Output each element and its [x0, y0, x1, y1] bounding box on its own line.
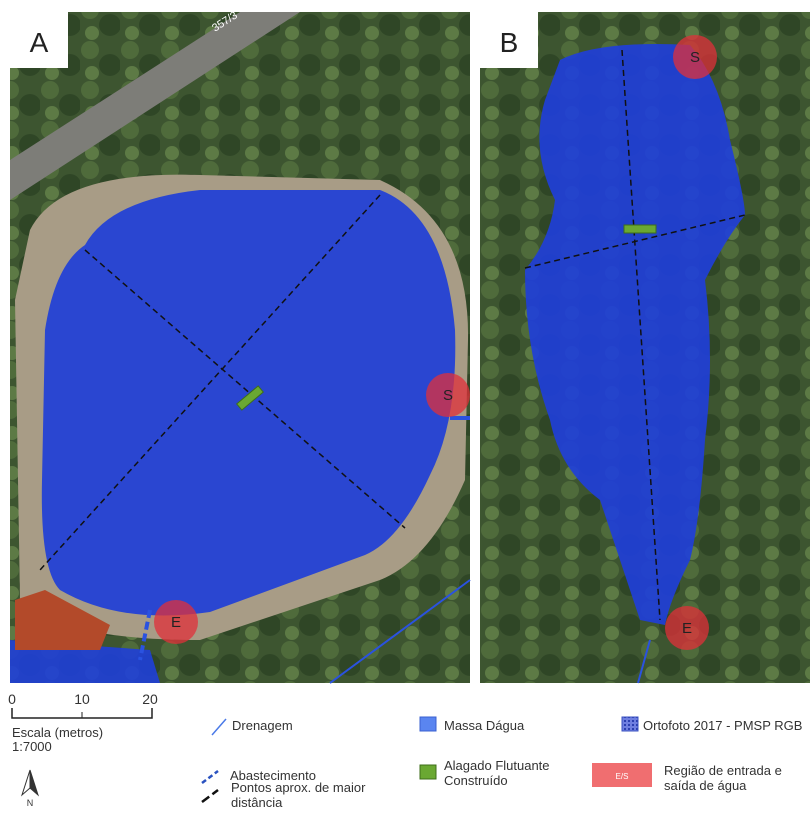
panel-label: B: [500, 27, 519, 58]
page: S E 357/3 A S E B 0 10 20 Escala (metros…: [0, 0, 810, 837]
legend-label: Pontos aprox. de maior distância: [231, 780, 371, 810]
scale-ratio: 1:7000: [12, 739, 52, 754]
marker-label: S: [690, 49, 700, 66]
scale-tick: 20: [142, 691, 158, 707]
panel-a: S E 357/3 A: [10, 9, 470, 683]
legend-label: Região de entrada e saída de água: [664, 763, 804, 793]
marker-label: E: [171, 614, 181, 631]
panel-b: S E B: [480, 12, 810, 683]
marker-label: E: [682, 620, 692, 637]
scale-tick: 10: [74, 691, 90, 707]
north-label: N: [27, 798, 34, 808]
legend-label: Drenagem: [232, 718, 293, 733]
scale-title: Escala (metros): [12, 725, 103, 740]
figure: S E 357/3 A S E B 0 10 20 Escala (metros…: [0, 0, 810, 837]
legend-label: Alagado Flutuante Construído: [444, 758, 584, 788]
marker-label: S: [443, 387, 453, 404]
legend-swatch-text: E/S: [616, 772, 629, 781]
scale-bar: 0 10 20 Escala (metros) 1:7000 N: [8, 691, 158, 808]
scale-tick: 0: [8, 691, 16, 707]
legend-label: Ortofoto 2017 - PMSP RGB: [643, 718, 803, 733]
panel-label: A: [30, 27, 49, 58]
legend-label: Massa Dágua: [444, 718, 524, 733]
